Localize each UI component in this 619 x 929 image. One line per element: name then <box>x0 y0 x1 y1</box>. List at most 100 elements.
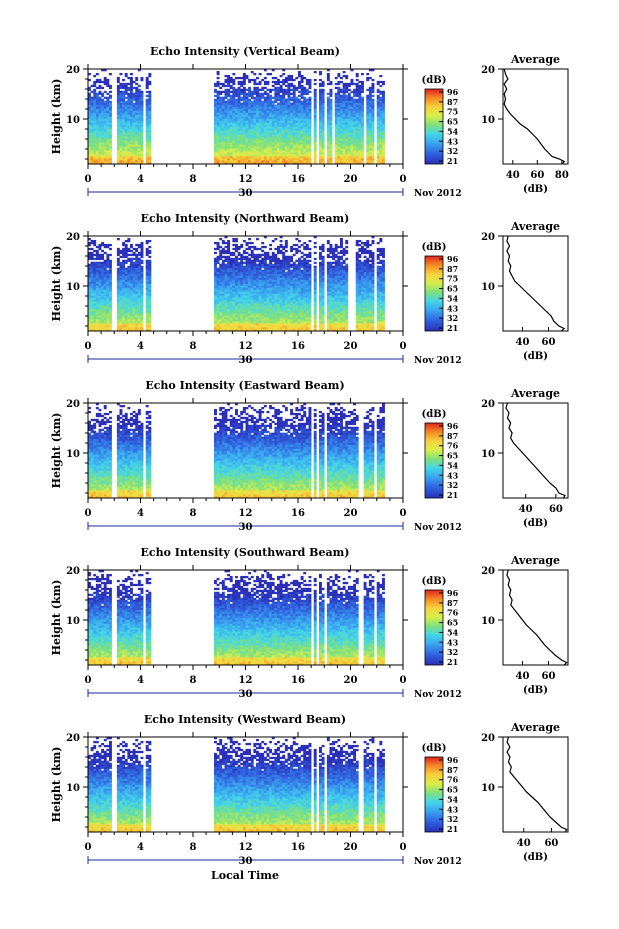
heatmap-cell <box>224 148 228 151</box>
heatmap-cell <box>274 96 278 99</box>
heatmap-cell <box>109 301 112 304</box>
heatmap-cell <box>376 128 380 131</box>
heatmap-cell <box>245 120 249 123</box>
heatmap-cell <box>221 114 225 117</box>
heatmap-cell <box>358 90 362 94</box>
heatmap-cell <box>258 112 262 115</box>
heatmap-cell <box>127 309 131 312</box>
heatmap-cell <box>219 329 223 332</box>
heatmap-cell <box>101 325 105 328</box>
heatmap-cell <box>140 245 144 249</box>
heatmap-cell <box>308 142 312 145</box>
heatmap-cell <box>345 136 349 139</box>
heatmap-cell <box>308 110 312 113</box>
heatmap-cell <box>263 313 267 316</box>
heatmap-cell <box>95 251 99 255</box>
heatmap-cell <box>248 253 252 257</box>
heatmap-cell <box>287 76 291 80</box>
heatmap-cell <box>219 160 223 163</box>
heatmap-cell <box>140 92 144 96</box>
heatmap-cell <box>148 295 152 298</box>
heatmap-cell <box>119 319 123 322</box>
heatmap-cell <box>127 285 131 288</box>
heatmap-cell <box>127 134 131 137</box>
heatmap-cell <box>95 321 99 324</box>
heatmap-cell <box>256 110 259 113</box>
heatmap-cell <box>253 158 257 161</box>
heatmap-cell <box>376 150 380 153</box>
heatmap-cell <box>287 156 291 159</box>
heatmap-cell <box>130 158 133 161</box>
heatmap-cell <box>221 100 225 103</box>
heatmap-cell <box>250 162 254 165</box>
heatmap-cell <box>116 277 120 280</box>
heatmap-cell <box>135 291 139 294</box>
heatmap-cell <box>347 124 351 127</box>
heatmap-cell <box>258 267 262 270</box>
heatmap-cell <box>242 297 246 300</box>
heatmap-cell <box>287 78 291 82</box>
heatmap-cell <box>98 110 102 113</box>
heatmap-cell <box>284 116 288 119</box>
heatmap-cell <box>308 156 312 159</box>
heatmap-cell <box>261 259 265 263</box>
heatmap-cell <box>347 134 351 137</box>
heatmap-cell <box>109 160 112 163</box>
heatmap-cell <box>95 265 99 268</box>
heatmap-cell <box>258 261 262 265</box>
heatmap-cell <box>277 118 280 121</box>
heatmap-cell <box>130 136 133 139</box>
heatmap-cell <box>145 329 149 332</box>
heatmap-cell <box>353 122 357 125</box>
heatmap-cell <box>235 317 238 320</box>
heatmap-cell <box>216 301 220 304</box>
heatmap-cell <box>103 273 107 276</box>
heatmap-cell <box>216 130 220 133</box>
heatmap-cell <box>93 323 97 326</box>
heatmap-cell <box>98 138 102 141</box>
heatmap-cell <box>127 108 131 111</box>
heatmap-cell <box>219 237 223 241</box>
heatmap-cell <box>358 128 362 131</box>
heatmap-cell <box>263 285 267 288</box>
heatmap-cell <box>240 118 244 121</box>
heatmap-cell <box>122 138 126 141</box>
heatmap-cell <box>88 283 91 286</box>
heatmap-cell <box>355 136 359 139</box>
heatmap-cell <box>137 321 141 324</box>
heatmap-cell <box>298 84 301 88</box>
heatmap-cell <box>261 257 265 261</box>
heatmap-cell <box>258 72 262 76</box>
heatmap-cell <box>232 148 236 151</box>
heatmap-cell <box>224 317 228 320</box>
heatmap-cell <box>214 327 217 330</box>
heatmap-cell <box>266 150 270 153</box>
heatmap-cell <box>342 88 346 92</box>
heatmap-cell <box>106 140 110 143</box>
heatmap-cell <box>103 267 107 270</box>
heatmap-cell <box>122 148 126 151</box>
heatmap-cell <box>148 267 152 270</box>
heatmap-cell <box>300 86 304 90</box>
heatmap-cell <box>119 104 123 107</box>
heatmap-cell <box>263 138 267 141</box>
heatmap-cell <box>124 311 128 314</box>
heatmap-cell <box>250 92 254 96</box>
heatmap-cell <box>119 277 123 280</box>
heatmap-cell <box>224 146 228 149</box>
heatmap-cell <box>103 265 107 268</box>
heatmap-cell <box>221 120 225 123</box>
heatmap-cell <box>334 160 338 163</box>
heatmap-cell <box>232 114 236 117</box>
heatmap-cell <box>232 317 236 320</box>
heatmap-cell <box>253 263 257 266</box>
heatmap-cell <box>366 96 370 99</box>
heatmap-cell <box>214 128 217 131</box>
heatmap-cell <box>355 106 359 109</box>
heatmap-cell <box>253 319 257 322</box>
heatmap-cell <box>90 277 94 280</box>
heatmap-cell <box>303 106 307 109</box>
heatmap-cell <box>269 98 273 101</box>
heatmap-cell <box>340 110 343 113</box>
heatmap-cell <box>355 88 359 92</box>
